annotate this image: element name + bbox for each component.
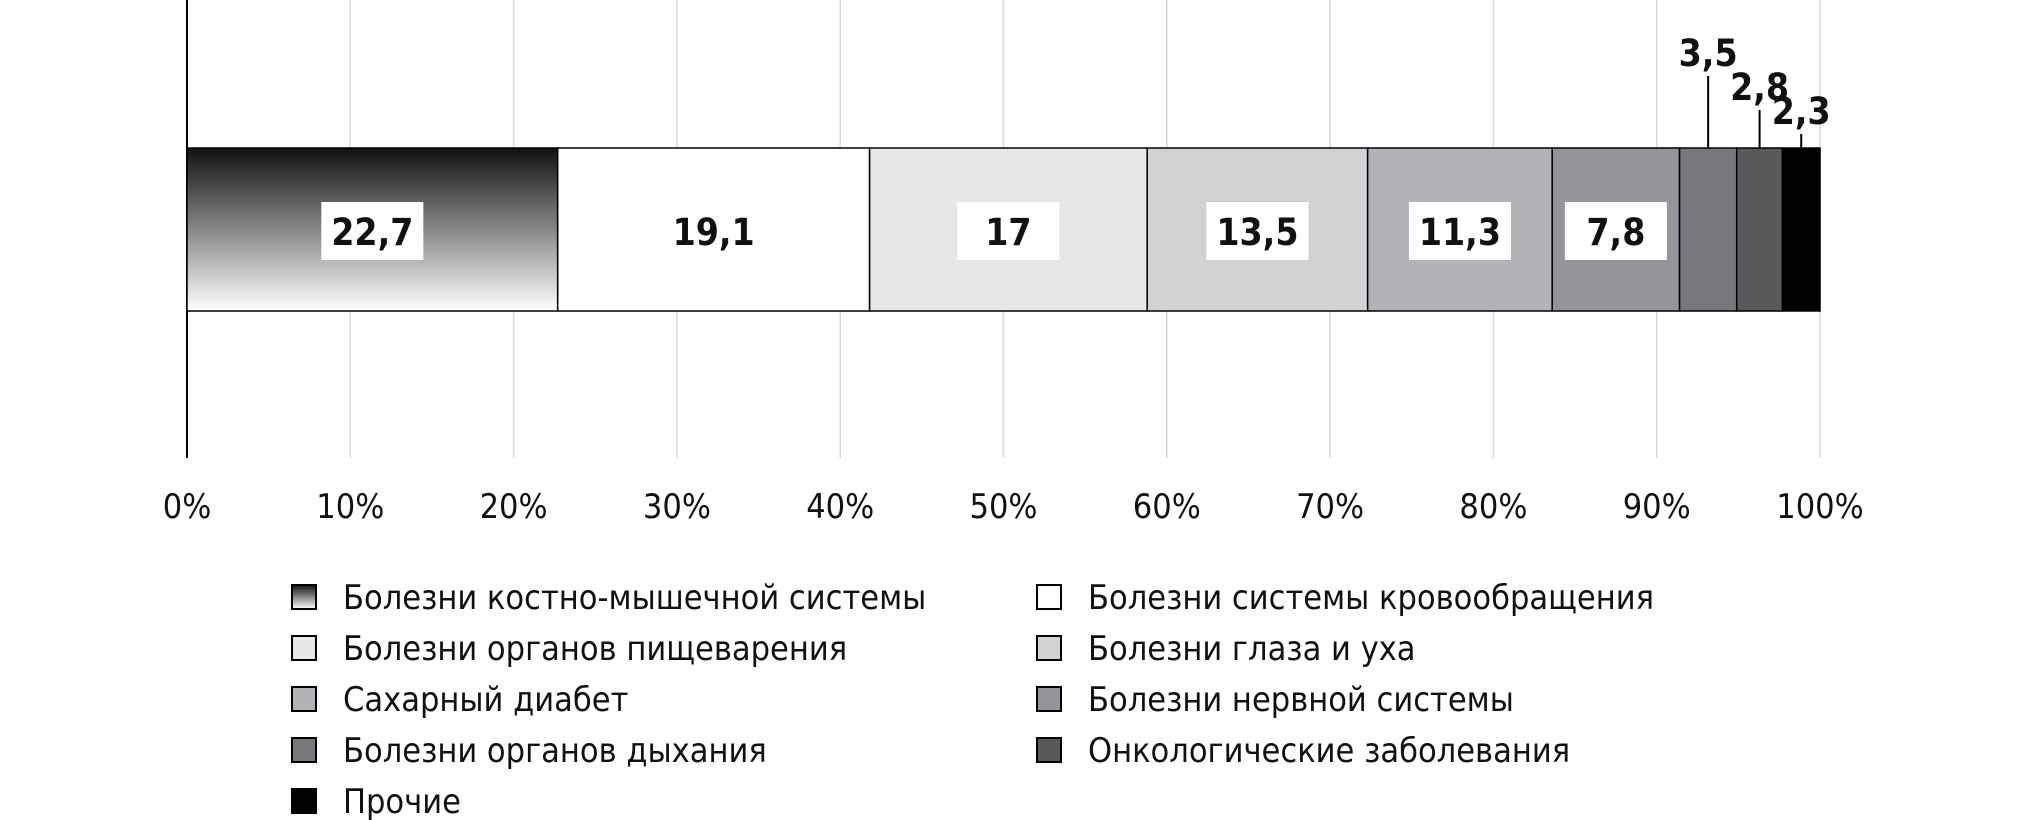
value-label-box xyxy=(321,202,424,260)
value-label-8: 2,8 xyxy=(1730,66,1789,109)
legend-label-4: Болезни глаза и уха xyxy=(1088,629,1416,669)
legend-swatch-7 xyxy=(291,737,317,763)
x-tick-label: 80% xyxy=(1459,487,1527,527)
legend-label-5: Сахарный диабет xyxy=(343,680,628,720)
legend: Болезни костно-мышечной системы Болезни с… xyxy=(291,578,1654,820)
value-label-box xyxy=(1408,202,1511,260)
x-tick-label: 40% xyxy=(806,487,874,527)
legend-label-2: Болезни системы кровообращения xyxy=(1088,578,1654,618)
x-tick-label: 70% xyxy=(1296,487,1364,527)
value-label-2: 19,1 xyxy=(673,211,755,254)
legend-label-1: Болезни костно-мышечной системы xyxy=(343,578,926,618)
x-tick-label: 100% xyxy=(1776,487,1863,527)
value-label-box xyxy=(1206,202,1309,260)
legend-swatch-8 xyxy=(1036,737,1062,763)
bar-segment-2 xyxy=(556,147,871,312)
value-label-6: 7,8 xyxy=(1586,211,1645,254)
value-label-1: 22,7 xyxy=(331,211,413,254)
legend-label-6: Болезни нервной системы xyxy=(1088,680,1514,720)
value-label-7: 3,5 xyxy=(1679,32,1738,75)
value-label-9: 2,3 xyxy=(1772,90,1831,133)
legend-label-3: Болезни органов пищеварения xyxy=(343,629,847,669)
value-label-4: 13,5 xyxy=(1216,211,1298,254)
x-tick-label: 50% xyxy=(970,487,1038,527)
x-tick-label: 90% xyxy=(1623,487,1691,527)
legend-swatch-6 xyxy=(1036,686,1062,712)
legend-label-8: Онкологические заболевания xyxy=(1088,731,1570,771)
value-label-3: 17 xyxy=(985,211,1031,254)
legend-swatch-3 xyxy=(291,635,317,661)
bar-segment-9 xyxy=(1781,147,1821,312)
x-tick-label: 30% xyxy=(643,487,711,527)
x-tick-label: 0% xyxy=(163,487,212,527)
value-labels: 22,7 19,1 17 13,5 11,3 7,8 3,52,82,3 xyxy=(321,32,1831,260)
legend-swatch-4 xyxy=(1036,635,1062,661)
legend-swatch-2 xyxy=(1036,584,1062,610)
legend-swatch-9 xyxy=(291,788,317,814)
x-axis-tick-labels: 0% 10% 20% 30% 40% 50% 60% 70% 80% 90% 100% xyxy=(163,487,1864,527)
value-label-5: 11,3 xyxy=(1419,211,1501,254)
bar-segment-8 xyxy=(1735,147,1784,312)
value-label-box xyxy=(957,202,1060,260)
legend-swatch-1 xyxy=(291,584,317,610)
x-tick-label: 10% xyxy=(316,487,384,527)
legend-label-7: Болезни органов дыхания xyxy=(343,731,767,771)
bar-segment-7 xyxy=(1678,147,1738,312)
legend-label-9: Прочие xyxy=(343,782,461,820)
x-tick-label: 60% xyxy=(1133,487,1201,527)
value-label-box xyxy=(1564,202,1667,260)
legend-swatch-5 xyxy=(291,686,317,712)
x-tick-label: 20% xyxy=(480,487,548,527)
